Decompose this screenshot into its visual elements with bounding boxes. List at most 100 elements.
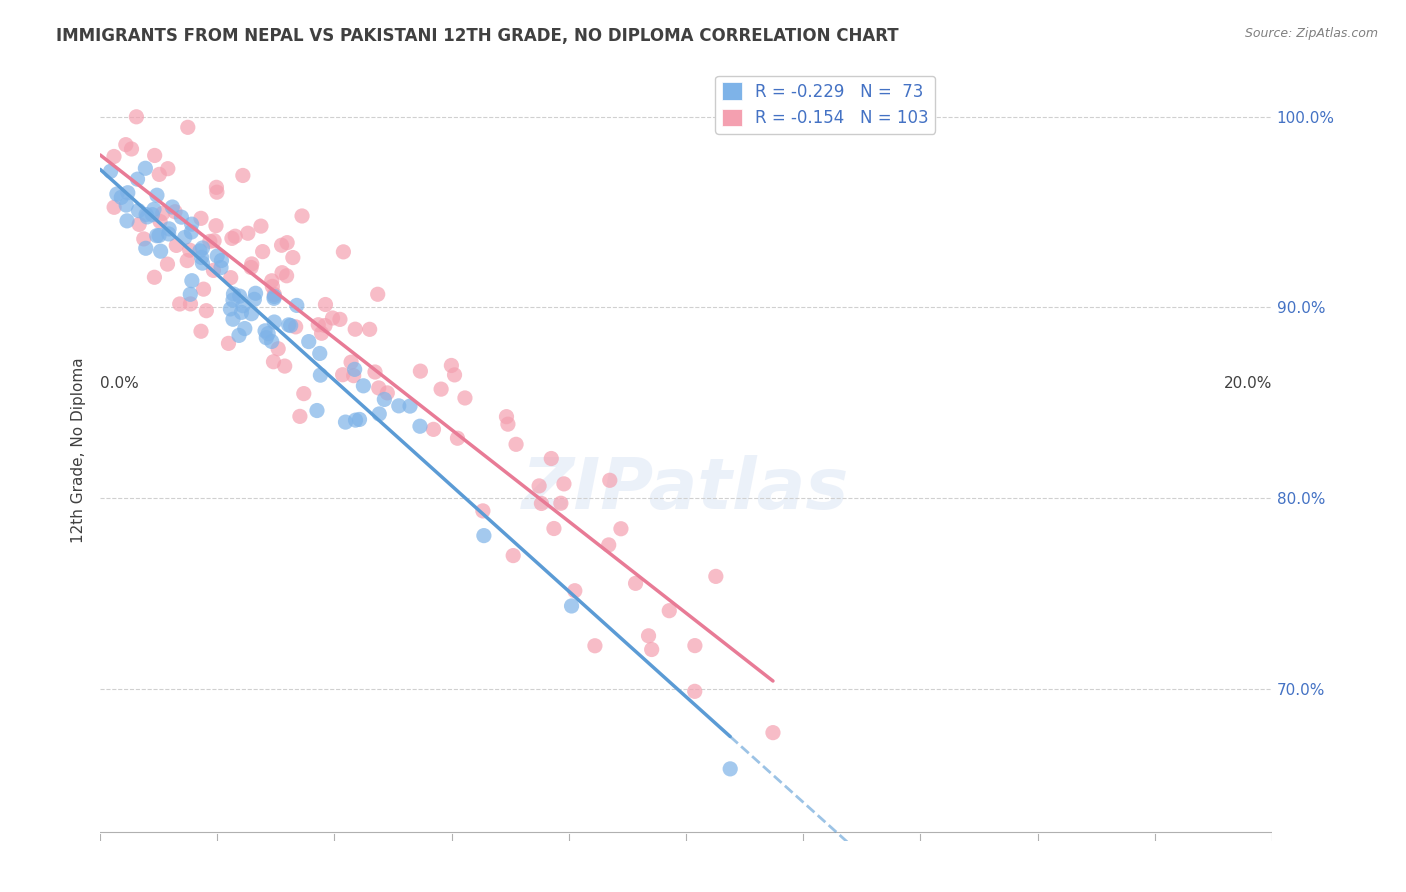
Pakistanis xyxy=(193,282,215,296)
Immigrants from Nepal xyxy=(141,208,163,222)
Pakistanis xyxy=(291,209,314,223)
Pakistanis xyxy=(322,311,344,326)
Immigrants from Nepal xyxy=(100,164,122,178)
Pakistanis xyxy=(190,211,212,226)
Immigrants from Nepal xyxy=(157,227,180,241)
Pakistanis xyxy=(232,169,254,183)
Pakistanis xyxy=(195,303,218,318)
Pakistanis xyxy=(292,386,315,401)
Pakistanis xyxy=(496,417,519,432)
Pakistanis xyxy=(443,368,465,382)
Pakistanis xyxy=(276,268,298,283)
Immigrants from Nepal xyxy=(344,413,367,427)
Pakistanis xyxy=(543,522,565,536)
Pakistanis xyxy=(218,336,240,351)
Pakistanis xyxy=(624,576,647,591)
Pakistanis xyxy=(252,244,274,259)
Immigrants from Nepal xyxy=(135,241,157,255)
Pakistanis xyxy=(307,318,329,332)
Pakistanis xyxy=(177,120,200,135)
Immigrants from Nepal xyxy=(127,172,149,186)
Immigrants from Nepal xyxy=(135,207,157,221)
Pakistanis xyxy=(202,234,225,248)
Pakistanis xyxy=(132,232,155,246)
Pakistanis xyxy=(658,604,681,618)
Pakistanis xyxy=(224,229,246,244)
Pakistanis xyxy=(148,167,170,181)
Immigrants from Nepal xyxy=(205,249,228,263)
Immigrants from Nepal xyxy=(148,228,170,243)
Pakistanis xyxy=(156,257,179,271)
Pakistanis xyxy=(583,639,606,653)
Immigrants from Nepal xyxy=(388,399,411,413)
Immigrants from Nepal xyxy=(188,244,211,258)
Immigrants from Nepal xyxy=(173,230,195,244)
Immigrants from Nepal xyxy=(110,190,132,204)
Immigrants from Nepal xyxy=(228,328,250,343)
Pakistanis xyxy=(121,142,143,156)
Immigrants from Nepal xyxy=(134,161,156,176)
Pakistanis xyxy=(169,297,191,311)
Pakistanis xyxy=(471,504,494,518)
Pakistanis xyxy=(683,639,706,653)
Pakistanis xyxy=(205,180,228,194)
Pakistanis xyxy=(367,381,389,395)
Immigrants from Nepal xyxy=(399,399,422,413)
Immigrants from Nepal xyxy=(231,305,253,319)
Pakistanis xyxy=(114,137,136,152)
Pakistanis xyxy=(610,522,633,536)
Immigrants from Nepal xyxy=(343,362,366,376)
Pakistanis xyxy=(152,206,174,220)
Pakistanis xyxy=(762,725,785,739)
Pakistanis xyxy=(637,629,659,643)
Immigrants from Nepal xyxy=(277,318,299,332)
Pakistanis xyxy=(599,473,621,487)
Immigrants from Nepal xyxy=(211,253,233,268)
Pakistanis xyxy=(640,642,662,657)
Text: 0.0%: 0.0% xyxy=(100,376,139,392)
Pakistanis xyxy=(236,226,259,240)
Pakistanis xyxy=(527,479,550,493)
Immigrants from Nepal xyxy=(157,222,180,236)
Pakistanis xyxy=(422,422,444,436)
Pakistanis xyxy=(550,496,572,510)
Pakistanis xyxy=(530,496,553,510)
Pakistanis xyxy=(202,263,225,277)
Pakistanis xyxy=(281,251,304,265)
Pakistanis xyxy=(314,297,336,311)
Text: IMMIGRANTS FROM NEPAL VS PAKISTANI 12TH GRADE, NO DIPLOMA CORRELATION CHART: IMMIGRANTS FROM NEPAL VS PAKISTANI 12TH … xyxy=(56,27,898,45)
Immigrants from Nepal xyxy=(145,228,167,243)
Pakistanis xyxy=(564,583,586,598)
Pakistanis xyxy=(179,297,201,311)
Immigrants from Nepal xyxy=(149,244,172,259)
Pakistanis xyxy=(273,359,295,373)
Pakistanis xyxy=(156,161,179,176)
Pakistanis xyxy=(598,538,620,552)
Immigrants from Nepal xyxy=(373,392,395,407)
Pakistanis xyxy=(271,266,294,280)
Immigrants from Nepal xyxy=(254,324,277,338)
Immigrants from Nepal xyxy=(245,286,267,301)
Immigrants from Nepal xyxy=(298,334,321,349)
Immigrants from Nepal xyxy=(115,198,138,212)
Immigrants from Nepal xyxy=(180,274,202,288)
Immigrants from Nepal xyxy=(117,186,139,200)
Immigrants from Nepal xyxy=(263,315,285,329)
Pakistanis xyxy=(103,200,125,214)
Immigrants from Nepal xyxy=(219,301,242,316)
Immigrants from Nepal xyxy=(179,287,201,301)
Immigrants from Nepal xyxy=(190,251,212,265)
Immigrants from Nepal xyxy=(561,599,583,613)
Pakistanis xyxy=(454,391,477,405)
Pakistanis xyxy=(375,385,398,400)
Pakistanis xyxy=(219,270,242,285)
Pakistanis xyxy=(409,364,432,378)
Pakistanis xyxy=(263,355,285,369)
Pakistanis xyxy=(205,219,228,233)
Text: ZIPatlas: ZIPatlas xyxy=(522,455,849,524)
Pakistanis xyxy=(270,238,292,252)
Immigrants from Nepal xyxy=(263,291,285,305)
Pakistanis xyxy=(553,476,575,491)
Immigrants from Nepal xyxy=(309,368,332,383)
Pakistanis xyxy=(332,244,354,259)
